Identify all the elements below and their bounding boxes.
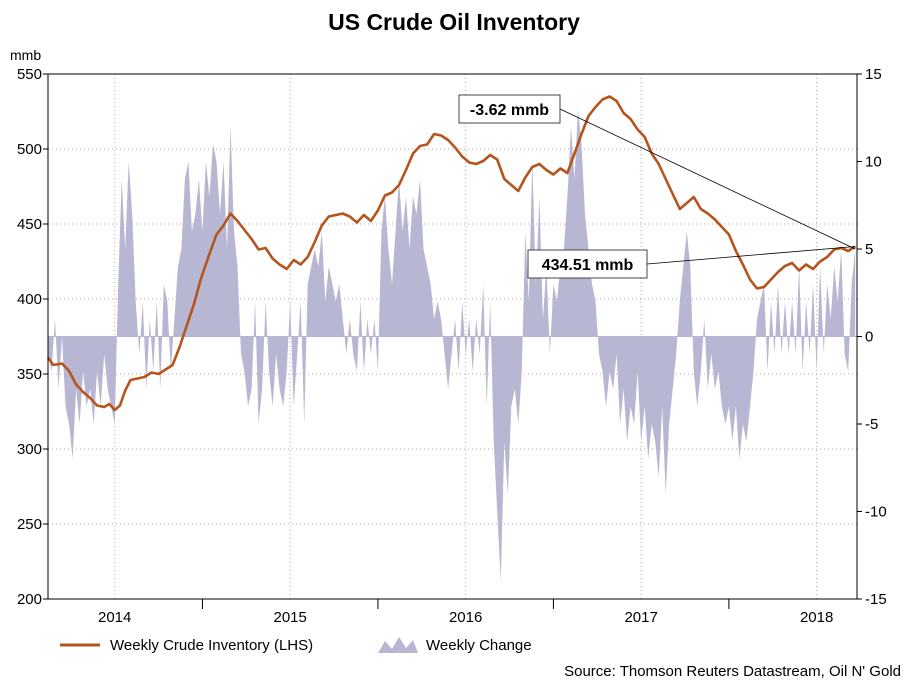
legend-swatch-weekly-change [378, 637, 418, 653]
callout-leader-inventory [646, 246, 856, 265]
x-tick-label: 2015 [273, 609, 306, 626]
left-tick-label: 450 [17, 216, 42, 233]
left-tick-label: 550 [17, 66, 42, 83]
left-axis-unit: mmb [10, 47, 41, 63]
right-tick-label: 10 [865, 154, 882, 171]
right-axis: 15 10 5 0 -5 -10 -15 [857, 66, 887, 608]
legend: Weekly Crude Inventory (LHS) Weekly Chan… [60, 637, 532, 654]
gridlines [48, 74, 857, 599]
callout-leader-weekly-change [559, 108, 856, 250]
callout-label-inventory: 434.51 mmb [542, 257, 634, 274]
left-tick-label: 350 [17, 366, 42, 383]
x-tick-label: 2018 [800, 609, 833, 626]
left-tick-label: 400 [17, 291, 42, 308]
callout-box-weekly-change [458, 94, 561, 124]
right-tick-label: -15 [865, 591, 887, 608]
x-axis: 2014 2015 2016 2017 2018 [98, 599, 833, 626]
callout-box-inventory [527, 249, 648, 279]
inventory-line-layer [46, 95, 856, 412]
inventory-line [46, 95, 856, 412]
x-tick-label: 2017 [624, 609, 657, 626]
legend-label-inventory: Weekly Crude Inventory (LHS) [110, 637, 313, 654]
left-tick-label: 250 [17, 516, 42, 533]
right-tick-label: 5 [865, 241, 873, 258]
callout-label-weekly-change: -3.62 mmb [470, 102, 549, 119]
right-tick-label: -5 [865, 416, 878, 433]
chart-title: US Crude Oil Inventory [328, 9, 580, 35]
right-tick-label: 15 [865, 66, 882, 83]
weekly-change-area [48, 109, 856, 582]
legend-label-weekly-change: Weekly Change [426, 637, 532, 654]
left-tick-label: 500 [17, 141, 42, 158]
source-note: Source: Thomson Reuters Datastream, Oil … [564, 663, 901, 680]
left-axis: 550 500 450 400 350 300 250 200 [17, 66, 48, 608]
right-tick-label: -10 [865, 504, 887, 521]
x-tick-label: 2016 [449, 609, 482, 626]
left-tick-label: 200 [17, 591, 42, 608]
right-tick-label: 0 [865, 329, 873, 346]
weekly-change-area-layer [48, 109, 857, 582]
left-tick-label: 300 [17, 441, 42, 458]
annotations: -3.62 mmb 434.51 mmb [458, 94, 856, 279]
x-tick-label: 2014 [98, 609, 131, 626]
